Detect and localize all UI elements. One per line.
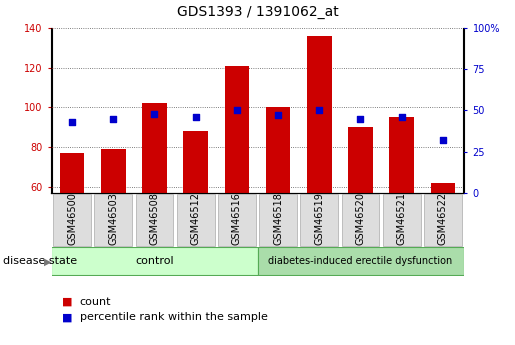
- Text: GDS1393 / 1391062_at: GDS1393 / 1391062_at: [177, 5, 338, 19]
- FancyBboxPatch shape: [383, 194, 421, 246]
- FancyBboxPatch shape: [259, 194, 297, 246]
- Point: [274, 112, 282, 118]
- Text: GSM46516: GSM46516: [232, 193, 242, 245]
- FancyBboxPatch shape: [218, 194, 256, 246]
- Text: diabetes-induced erectile dysfunction: diabetes-induced erectile dysfunction: [268, 256, 453, 266]
- Text: GSM46512: GSM46512: [191, 193, 201, 245]
- Bar: [183, 131, 208, 193]
- Text: ■: ■: [62, 313, 72, 322]
- FancyBboxPatch shape: [94, 194, 132, 246]
- Text: disease state: disease state: [3, 256, 77, 266]
- FancyBboxPatch shape: [52, 247, 258, 275]
- FancyBboxPatch shape: [424, 194, 462, 246]
- Bar: [266, 107, 290, 193]
- FancyBboxPatch shape: [258, 247, 464, 275]
- Bar: [389, 117, 414, 193]
- Bar: [142, 104, 167, 193]
- Text: percentile rank within the sample: percentile rank within the sample: [80, 313, 268, 322]
- Text: GSM46500: GSM46500: [67, 193, 77, 245]
- Bar: [307, 36, 332, 193]
- Bar: [60, 153, 84, 193]
- Text: count: count: [80, 297, 111, 307]
- Text: GSM46520: GSM46520: [355, 193, 366, 245]
- Point: [356, 116, 365, 121]
- Text: GSM46518: GSM46518: [273, 193, 283, 245]
- Bar: [431, 183, 455, 193]
- Point: [233, 108, 241, 113]
- Text: GSM46503: GSM46503: [108, 193, 118, 245]
- Bar: [348, 127, 373, 193]
- Bar: [225, 66, 249, 193]
- Text: control: control: [135, 256, 174, 266]
- Text: GSM46508: GSM46508: [149, 193, 160, 245]
- Text: GSM46521: GSM46521: [397, 193, 407, 245]
- FancyBboxPatch shape: [300, 194, 338, 246]
- Text: GSM46519: GSM46519: [314, 193, 324, 245]
- Point: [150, 111, 159, 117]
- FancyBboxPatch shape: [341, 194, 380, 246]
- FancyBboxPatch shape: [53, 194, 91, 246]
- Text: ■: ■: [62, 297, 72, 307]
- Point: [398, 114, 406, 120]
- Text: GSM46522: GSM46522: [438, 192, 448, 245]
- Point: [192, 114, 200, 120]
- Point: [109, 116, 117, 121]
- FancyBboxPatch shape: [135, 194, 174, 246]
- Bar: [101, 149, 126, 193]
- Point: [439, 137, 447, 143]
- Point: [315, 108, 323, 113]
- Point: [68, 119, 76, 125]
- Text: ▶: ▶: [44, 256, 52, 266]
- FancyBboxPatch shape: [177, 194, 215, 246]
